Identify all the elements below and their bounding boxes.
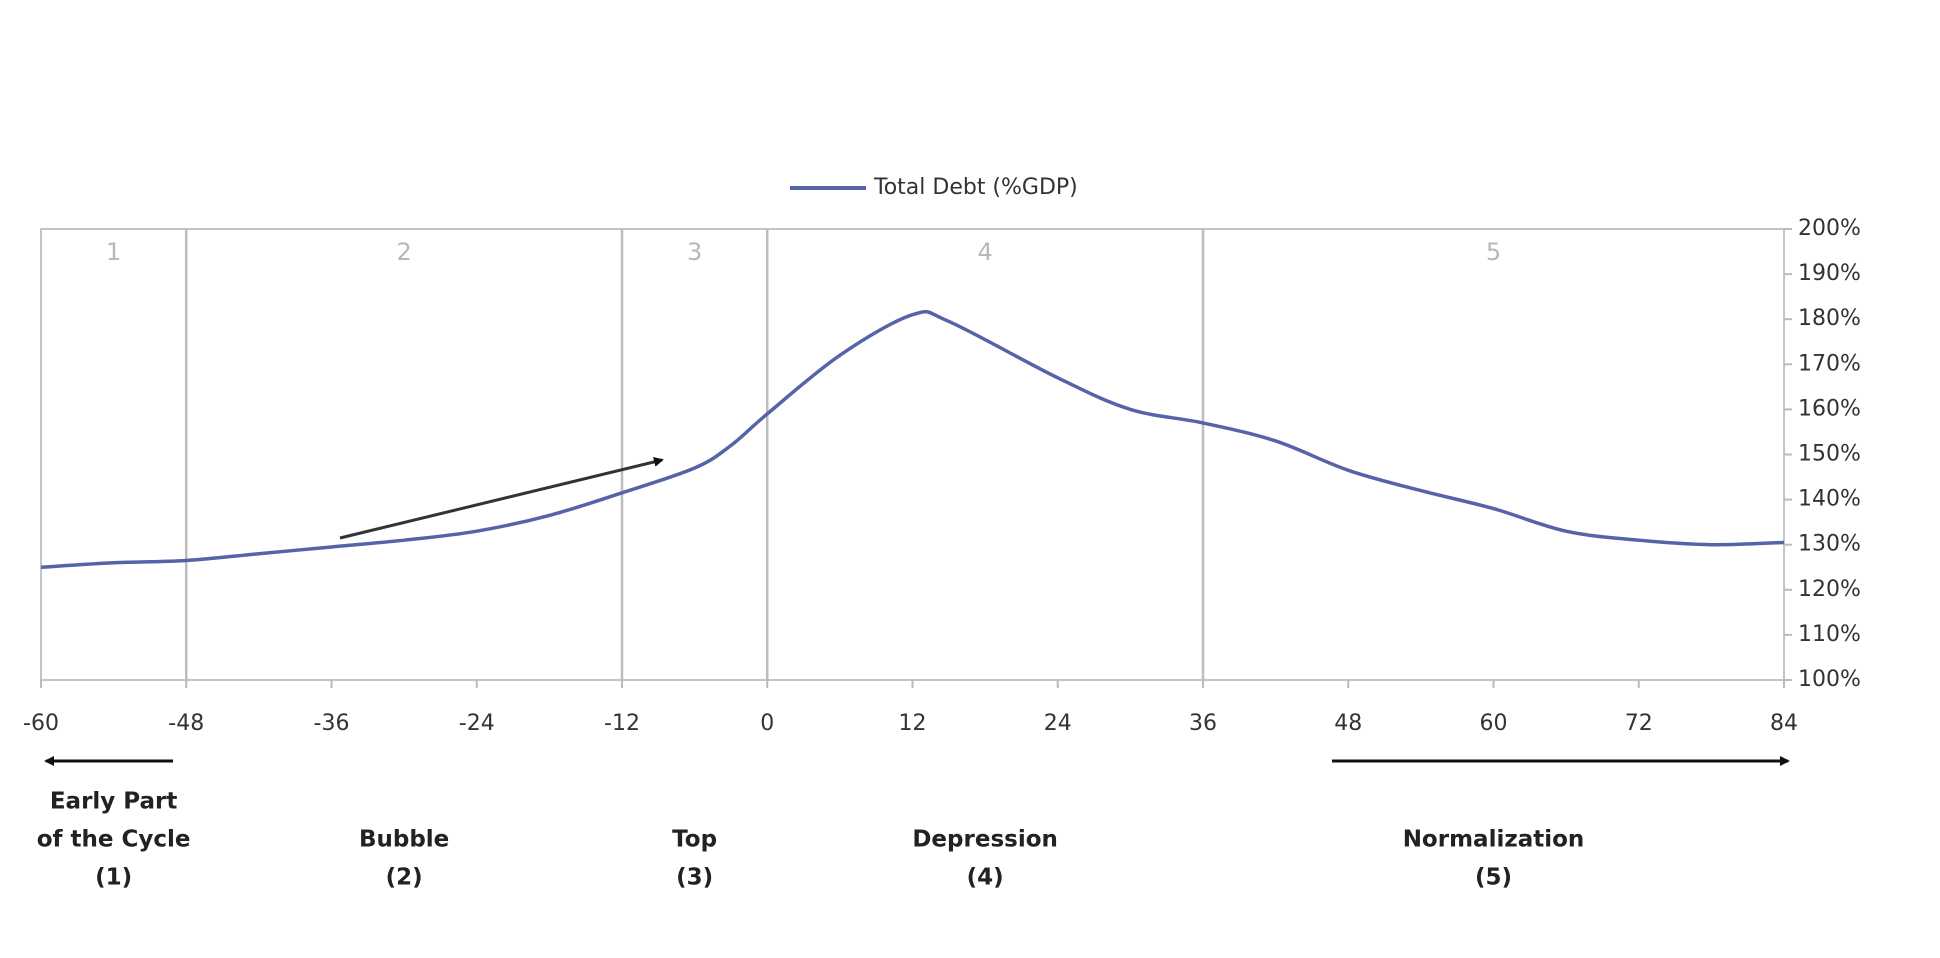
phase-number: 4	[977, 238, 992, 266]
phase-number: 3	[687, 238, 702, 266]
x-tick-label: -12	[604, 711, 640, 736]
y-tick-label: 140%	[1798, 487, 1861, 512]
phase-label: Normalization	[1403, 827, 1585, 853]
phase-label: (4)	[967, 865, 1004, 891]
x-tick-label: 12	[899, 711, 927, 736]
x-tick-label: 0	[760, 711, 774, 736]
phase-label: (3)	[676, 865, 713, 891]
plot-layer	[40, 229, 1785, 680]
y-tick-label: 190%	[1798, 261, 1861, 286]
y-tick-label: 100%	[1798, 667, 1861, 692]
x-tick-label: -60	[23, 711, 59, 736]
phase-label: (2)	[386, 865, 423, 891]
data-line	[40, 309, 1785, 569]
legend-label: Total Debt (%GDP)	[873, 175, 1078, 200]
y-tick-label: 130%	[1798, 532, 1861, 557]
phase-label: (1)	[95, 865, 132, 891]
y-tick-label: 150%	[1798, 442, 1861, 467]
x-tick-label: 24	[1044, 711, 1072, 736]
x-tick-label: -48	[168, 711, 204, 736]
x-tick-label: 60	[1480, 711, 1508, 736]
y-tick-label: 120%	[1798, 577, 1861, 602]
y-tick-label: 180%	[1798, 306, 1861, 331]
x-tick-label: -36	[314, 711, 350, 736]
y-tick-label: 200%	[1798, 216, 1861, 241]
phase-label: Top	[672, 827, 717, 853]
x-tick-label: 36	[1189, 711, 1217, 736]
phase-label: Bubble	[359, 827, 449, 853]
phase-label: Early Part	[50, 789, 178, 815]
x-tick-label: 84	[1770, 711, 1798, 736]
phase-number: 2	[396, 238, 411, 266]
plot-frame	[40, 228, 1785, 681]
phase-label: Depression	[912, 827, 1058, 853]
y-tick-label: 170%	[1798, 351, 1861, 376]
x-tick-label: -24	[459, 711, 495, 736]
x-tick-label: 72	[1625, 711, 1653, 736]
phase-number: 5	[1486, 238, 1501, 266]
phase-label: of the Cycle	[37, 827, 191, 853]
trend-arrow	[339, 457, 664, 540]
phase-label: (5)	[1475, 865, 1512, 891]
x-tick-label: 48	[1334, 711, 1362, 736]
phase-number: 1	[106, 238, 121, 266]
y-tick-label: 110%	[1798, 622, 1861, 647]
y-tick-label: 160%	[1798, 396, 1861, 421]
